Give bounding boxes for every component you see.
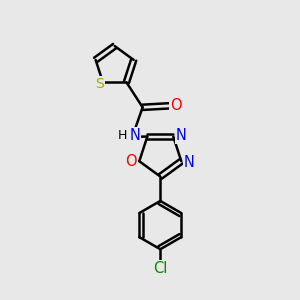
- Text: H: H: [118, 129, 128, 142]
- Text: O: O: [170, 98, 182, 113]
- Text: Cl: Cl: [153, 262, 167, 277]
- Text: S: S: [95, 77, 104, 91]
- Text: O: O: [125, 154, 137, 169]
- Text: N: N: [176, 128, 187, 142]
- Text: N: N: [129, 128, 140, 143]
- Text: N: N: [184, 155, 195, 170]
